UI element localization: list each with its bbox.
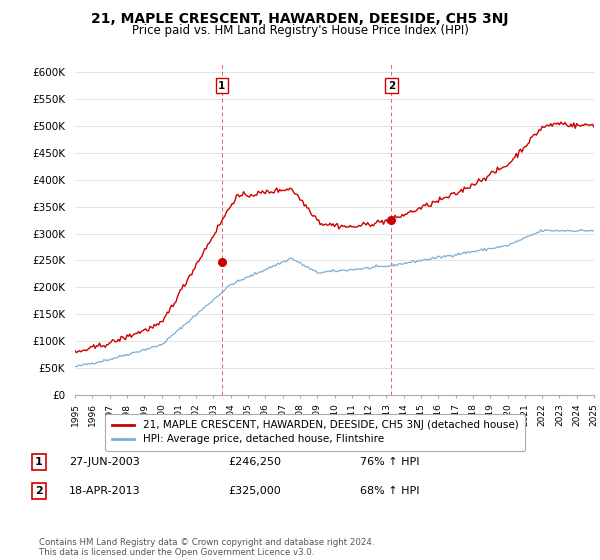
Text: 76% ↑ HPI: 76% ↑ HPI (360, 457, 419, 467)
Legend: 21, MAPLE CRESCENT, HAWARDEN, DEESIDE, CH5 3NJ (detached house), HPI: Average pr: 21, MAPLE CRESCENT, HAWARDEN, DEESIDE, C… (105, 414, 525, 451)
Text: Price paid vs. HM Land Registry's House Price Index (HPI): Price paid vs. HM Land Registry's House … (131, 24, 469, 36)
Text: 2: 2 (35, 486, 43, 496)
Text: £325,000: £325,000 (228, 486, 281, 496)
Text: 2: 2 (388, 81, 395, 91)
Text: 18-APR-2013: 18-APR-2013 (69, 486, 140, 496)
Text: 27-JUN-2003: 27-JUN-2003 (69, 457, 140, 467)
Text: 21, MAPLE CRESCENT, HAWARDEN, DEESIDE, CH5 3NJ: 21, MAPLE CRESCENT, HAWARDEN, DEESIDE, C… (91, 12, 509, 26)
Text: 68% ↑ HPI: 68% ↑ HPI (360, 486, 419, 496)
Text: Contains HM Land Registry data © Crown copyright and database right 2024.
This d: Contains HM Land Registry data © Crown c… (39, 538, 374, 557)
Text: 1: 1 (218, 81, 226, 91)
Text: 1: 1 (35, 457, 43, 467)
Text: £246,250: £246,250 (228, 457, 281, 467)
